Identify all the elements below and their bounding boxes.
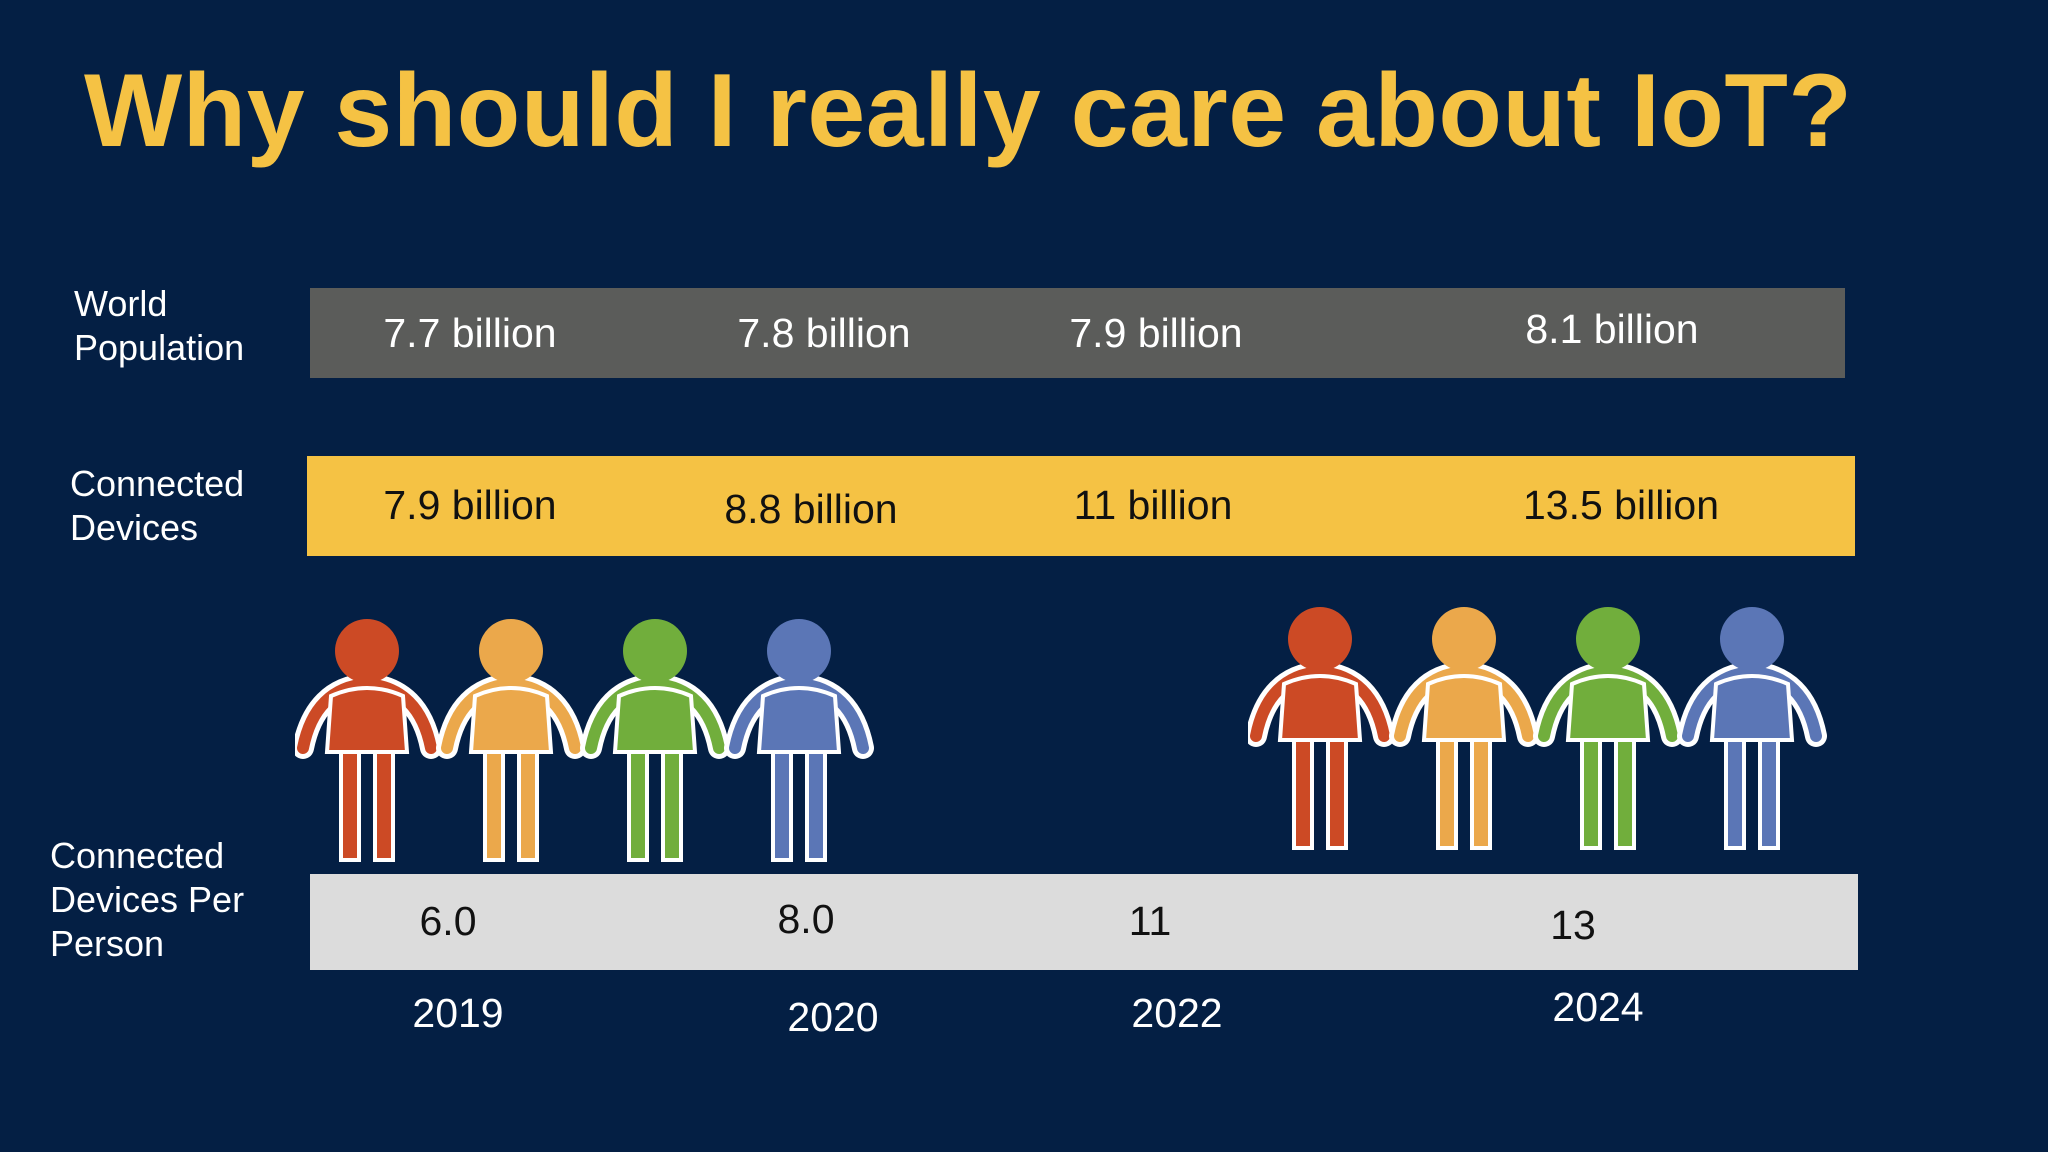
person-icon [724, 619, 874, 862]
row-label-world-population: World Population [74, 282, 244, 370]
devices-2020: 8.8 billion [724, 486, 898, 532]
label-line: Connected [50, 835, 225, 876]
label-line: Connected [70, 463, 245, 504]
page-title: Why should I really care about IoT? [84, 53, 1853, 169]
people-group-2024 [1248, 606, 1838, 851]
person-icon [1389, 607, 1539, 850]
year-2020: 2020 [787, 994, 879, 1040]
connected-devices-band: 7.9 billion 8.8 billion 11 billion 13.5 … [307, 456, 1855, 556]
devices-2024: 13.5 billion [1522, 482, 1720, 528]
person-icon [1677, 607, 1827, 850]
label-line: Person [50, 923, 165, 964]
person-icon [295, 619, 442, 862]
population-2020: 7.8 billion [737, 310, 911, 356]
devices-2022: 11 billion [1073, 482, 1233, 528]
population-2019: 7.7 billion [383, 310, 557, 356]
person-icon [1533, 607, 1683, 850]
world-population-band: 7.7 billion 7.8 billion 7.9 billion 8.1 … [310, 288, 1845, 378]
person-icon [1248, 607, 1395, 850]
people-illustration-left [295, 619, 874, 862]
label-line: World [74, 283, 168, 324]
population-2024: 8.1 billion [1525, 306, 1699, 352]
person-icon [436, 619, 586, 862]
year-2022: 2022 [1131, 990, 1223, 1036]
year-2024: 2024 [1552, 984, 1644, 1030]
devices-2019: 7.9 billion [383, 482, 557, 528]
devices-per-person-band: 6.0 8.0 11 13 [310, 874, 1858, 970]
row-label-connected-devices: Connected Devices [70, 462, 244, 550]
row-label-devices-per-person: Connected Devices Per Person [50, 834, 244, 966]
population-2022: 7.9 billion [1069, 310, 1243, 356]
people-illustration-right [1248, 607, 1827, 850]
label-line: Population [74, 327, 245, 368]
person-icon [580, 619, 730, 862]
per-person-2022: 11 [1128, 898, 1172, 944]
people-group-2019 [295, 618, 885, 863]
label-line: Devices Per [50, 879, 245, 920]
year-2019: 2019 [412, 990, 504, 1036]
per-person-2020: 8.0 [777, 896, 835, 942]
per-person-2024: 13 [1550, 902, 1596, 948]
label-line: Devices [70, 507, 199, 548]
per-person-2019: 6.0 [419, 898, 477, 944]
